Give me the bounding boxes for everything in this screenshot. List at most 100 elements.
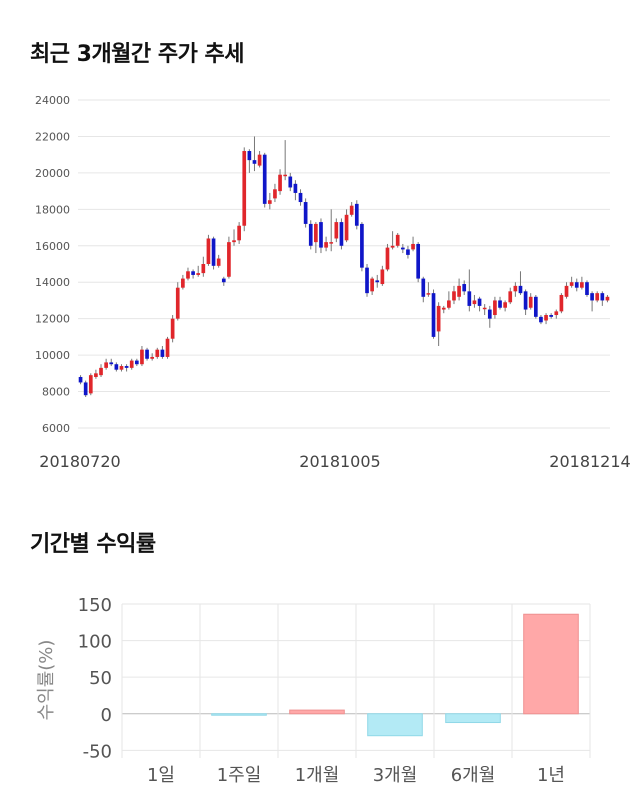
candle-y-tick-label: 14000 [35,276,70,289]
candle-body [349,205,354,215]
candle-body [528,296,533,308]
candle-body [134,360,139,365]
bar-y-tick-label: -50 [83,741,112,762]
candle-y-tick-label: 18000 [35,203,70,216]
bar-y-tick-label: 0 [101,705,112,726]
bar-x-tick-label: 1년 [537,765,565,786]
candle-body [508,291,513,303]
candle-body [344,214,349,241]
candle-body [477,298,482,306]
candle-y-tick-label: 24000 [35,94,70,107]
candle-body [175,287,180,319]
candle-body [503,302,507,308]
candle-body [380,269,385,285]
candlestick-chart: 6000 8000 10000 12000 14000 16000 18000 20000 22… [35,94,631,471]
candle-y-tick-label: 10000 [35,349,70,362]
price-trend-heading: 최근 3개월간 주가 추세 [30,42,244,67]
candle-body [186,271,190,279]
candle-body [411,243,415,250]
candle-body [559,294,564,312]
candle-body [518,285,523,294]
candle-body [421,278,426,297]
candle-body [211,238,216,266]
candle-body [104,362,108,368]
candle-body [160,349,165,357]
candle-body [119,366,124,370]
candle-body [436,305,441,332]
candle-x-tick-label: 20180720 [39,452,120,471]
candle-body [554,311,559,316]
candle-body [334,222,339,239]
bar-5 [523,613,579,715]
candle-y-ticks: 6000 8000 10000 12000 14000 16000 18000 20000 22… [35,94,70,435]
bar-x-tick-label: 3개월 [373,765,418,786]
candle-body [267,200,272,204]
candle-body [324,242,328,248]
bar-x-tick-label: 1개월 [295,765,340,786]
candle-y-tick-label: 6000 [42,422,70,435]
bar-4 [445,713,501,724]
candle-body [114,364,119,370]
candle-body [595,293,600,301]
bar-x-tick-label: 6개월 [451,765,496,786]
candle-body [462,284,467,292]
candle-body [600,293,605,301]
candle-body [539,316,543,323]
candle-y-tick-label: 16000 [35,240,70,253]
candle-body [585,282,589,295]
bar-x-tick-label: 1주일 [217,765,262,786]
candle-body [227,242,231,277]
candle-grid [78,99,610,429]
candle-body [221,278,226,283]
candle-y-tick-label: 22000 [35,130,70,143]
candle-y-tick-label: 20000 [35,167,70,180]
candle-body [88,375,93,394]
bar-y-ticks: -50 0 50 100 150 [78,595,112,762]
candle-body [498,300,502,308]
candle-body [298,192,303,203]
candle-body [431,293,436,337]
candle-body [99,367,103,376]
candle-body [329,242,334,244]
candle-body [78,376,83,383]
candle-body [457,285,461,297]
candle-body [569,282,574,286]
candle-body [165,338,170,357]
bar-y-tick-label: 100 [78,632,112,653]
candle-body [400,247,405,250]
candle-body [574,282,579,288]
bar-y-tick-label: 150 [78,595,112,616]
candle-body [191,271,195,275]
candle-body [487,309,492,319]
candle-y-tick-label: 8000 [42,386,70,399]
candle-body [564,285,569,297]
candle-body [124,366,129,368]
candle-body [109,362,114,365]
candle-body [406,249,410,255]
candle-body [385,247,390,270]
candle-body [129,360,134,368]
candle-body [370,278,374,292]
candle-body [354,203,359,226]
candle-body [467,291,472,306]
candle-body [605,296,610,301]
candle-body [375,280,380,283]
bar-y-axis-label: 수익률(%) [36,640,57,721]
bar-grid [121,603,591,758]
bar-1 [211,713,267,716]
candle-body [206,238,211,264]
candle-body [145,349,149,359]
candle-body [155,349,160,357]
candle-body [395,234,400,246]
candle-body [314,223,318,243]
candle-body [365,267,369,294]
candle-body [390,245,395,248]
candle-body [580,282,584,288]
bar-y-tick-label: 50 [89,668,112,689]
bar-x-tick-label: 1일 [147,765,175,786]
period-returns-heading: 기간별 수익률 [30,532,156,557]
candle-body [94,373,98,377]
candle-body [472,300,477,305]
candle-body [452,291,456,301]
candle-body [262,154,267,204]
